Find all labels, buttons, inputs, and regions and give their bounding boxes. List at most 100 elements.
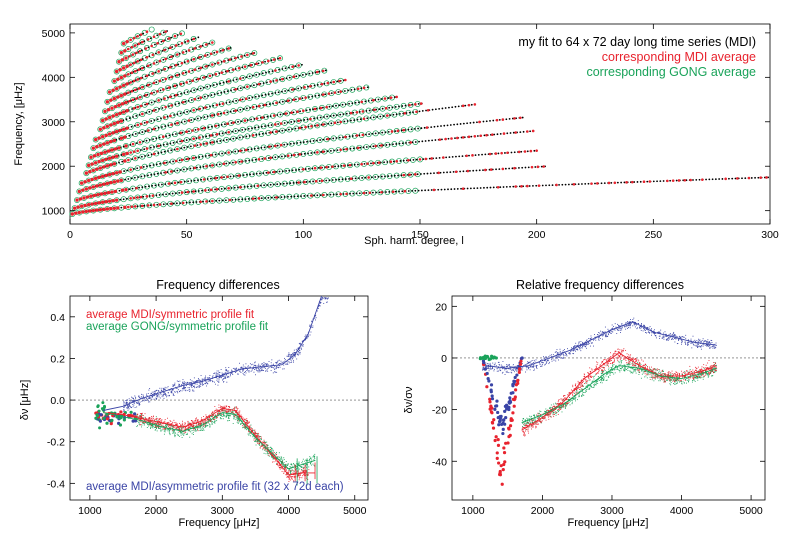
mdi-fit-point xyxy=(246,119,249,121)
mdi-fit-point xyxy=(228,101,231,104)
gong-difference-point xyxy=(281,458,283,460)
gong-difference-point xyxy=(307,460,309,461)
mdi-fit-point xyxy=(335,178,337,181)
mdi-difference-point xyxy=(157,420,159,422)
gong-difference-point xyxy=(149,423,151,425)
mdi-average-point xyxy=(109,139,113,144)
mdi-fit-point xyxy=(564,183,567,186)
gong-average-point xyxy=(172,82,178,89)
mdi-fit-point xyxy=(279,78,281,81)
mdi-average-point xyxy=(98,208,103,212)
mdi-difference-point xyxy=(162,427,164,429)
mdi-fit-point xyxy=(541,184,544,187)
mdi-average-point xyxy=(332,80,335,84)
mdi-fit-point xyxy=(490,153,493,155)
x-tick-label: 100 xyxy=(295,229,313,241)
mdi-average-point xyxy=(114,112,119,117)
mdi-fit-point xyxy=(267,196,270,199)
mdi-average-point xyxy=(471,154,474,157)
gong-difference-point xyxy=(227,420,229,422)
mdi-average-point xyxy=(109,123,113,127)
mdi-average-point xyxy=(91,146,96,150)
mdi-average-point xyxy=(249,63,253,67)
mdi-fit-point xyxy=(721,178,724,180)
gong-difference-point xyxy=(154,423,156,424)
mdi-fit-point xyxy=(485,120,488,123)
mdi-fit-point xyxy=(212,84,215,86)
mdi-fit-point xyxy=(364,100,367,103)
gong-difference-point xyxy=(295,468,297,470)
mdi-fit-point xyxy=(341,103,344,106)
mdi-average-point xyxy=(179,131,183,135)
mdi-average-point xyxy=(316,124,319,127)
mdi-difference-point xyxy=(277,463,279,465)
mdi-fit-point xyxy=(459,123,462,125)
mdi-fit-point xyxy=(173,148,176,151)
mdi-average-point xyxy=(215,187,219,191)
mdi-average-point xyxy=(85,195,90,199)
mdi-average-point xyxy=(465,154,468,158)
mdi-difference-point xyxy=(141,417,143,418)
mdi-difference-point xyxy=(170,423,172,425)
mdi-fit-point xyxy=(220,187,223,190)
gong-difference-point xyxy=(270,455,272,457)
mdi-average-point xyxy=(186,157,190,161)
mdi-fit-point xyxy=(380,175,383,178)
mdi-fit-point xyxy=(140,175,143,178)
mdi-fit-point xyxy=(290,154,293,157)
mdi-fit-point xyxy=(548,184,551,187)
mdi-fit-point xyxy=(307,152,309,155)
gong-difference-point xyxy=(173,429,175,431)
mdi-average-point xyxy=(205,43,208,46)
gong-difference-point xyxy=(186,428,188,430)
gong-difference-point xyxy=(186,434,188,435)
gong-difference-point xyxy=(272,449,274,451)
mdi-fit-point xyxy=(209,141,212,144)
gong-difference-point xyxy=(222,415,224,417)
mdi-difference-point xyxy=(288,477,290,479)
mdi-asym-difference-point xyxy=(259,371,261,373)
mdi-average-point xyxy=(163,97,166,100)
mdi-fit-point xyxy=(468,154,470,157)
mdi-asym-difference-point xyxy=(260,365,261,367)
mdi-difference-point xyxy=(245,422,247,424)
mdi-fit-point xyxy=(161,183,163,186)
mdi-fit-point xyxy=(384,131,387,134)
mdi-average-point xyxy=(193,97,197,101)
mdi-fit-point xyxy=(144,155,147,157)
gong-difference-point xyxy=(202,427,204,429)
mdi-fit-point xyxy=(342,136,344,139)
mdi-fit-point xyxy=(383,161,385,164)
mdi-asym-difference-point xyxy=(300,347,302,349)
gong-difference-point xyxy=(177,428,179,430)
mdi-average-point xyxy=(136,123,139,127)
mdi-average-point xyxy=(123,74,127,78)
mdi-average-point xyxy=(514,131,517,134)
mdi-asym-difference-point xyxy=(299,353,301,355)
mdi-fit-point xyxy=(180,121,183,124)
gong-difference-point xyxy=(272,450,274,452)
gong-average-point xyxy=(130,51,136,58)
mdi-fit-point xyxy=(202,107,205,109)
mdi-fit-point xyxy=(155,194,158,197)
mdi-average-point xyxy=(90,202,94,206)
mdi-average-point xyxy=(98,166,103,170)
mdi-fit-point xyxy=(322,138,325,141)
mdi-difference-point xyxy=(232,411,234,413)
mdi-asym-difference-point xyxy=(224,372,226,374)
gong-average-point xyxy=(127,61,134,68)
mdi-asym-difference-point xyxy=(192,389,194,391)
mdi-asym-difference-point xyxy=(177,392,179,394)
mdi-fit-point xyxy=(306,194,309,197)
mdi-asym-difference-point xyxy=(266,363,268,365)
mdi-fit-point xyxy=(342,193,345,195)
mdi-average-point xyxy=(123,205,127,210)
mdi-fit-point xyxy=(352,192,355,195)
mdi-average-point xyxy=(209,134,213,137)
mdi-fit-point xyxy=(695,178,698,181)
mdi-difference-point xyxy=(175,428,177,430)
mdi-asym-difference-point xyxy=(268,367,270,369)
mdi-difference-point xyxy=(248,431,250,433)
mdi-average-point xyxy=(82,196,86,200)
mdi-fit-point xyxy=(265,132,267,135)
